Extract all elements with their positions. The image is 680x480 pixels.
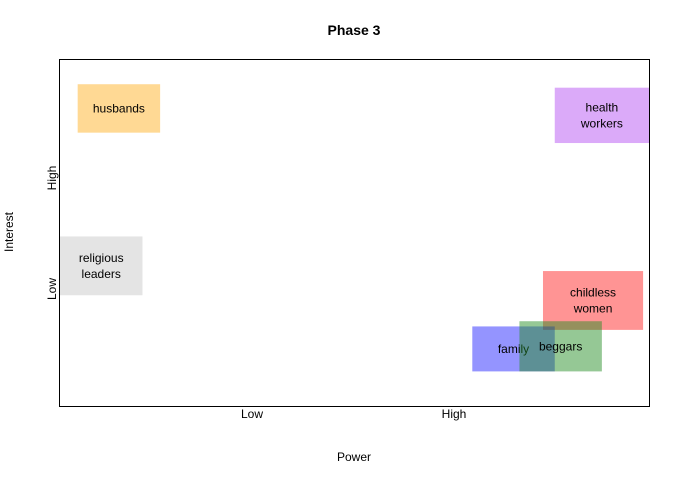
x-axis-label: Power xyxy=(337,450,371,464)
stakeholder-label-beggars-0: beggars xyxy=(539,339,582,353)
stakeholder-box-childless-women xyxy=(542,271,644,330)
x-tick-low: Low xyxy=(241,407,263,421)
stakeholder-box-health-workers xyxy=(554,87,649,144)
stakeholder-boxes: husbands health workers religious leaders chi… xyxy=(60,84,649,372)
stakeholder-label-religious-leaders-0: religious xyxy=(79,251,124,265)
y-axis-label: Interest xyxy=(2,211,16,252)
stakeholder-label-health-workers-1: workers xyxy=(580,116,623,130)
stakeholder-box-husbands xyxy=(77,84,161,133)
stakeholder-label-childless-women-0: childless xyxy=(570,285,616,299)
y-tick-high: High xyxy=(45,166,59,191)
plot-frame xyxy=(59,59,650,407)
stakeholder-label-husbands-0: husbands xyxy=(93,101,145,115)
stakeholder-label-religious-leaders-1: leaders xyxy=(82,267,121,281)
stakeholder-label-health-workers-0: health xyxy=(586,100,619,114)
y-tick-low: Low xyxy=(45,278,59,300)
x-tick-high: High xyxy=(442,407,467,421)
chart-title: Phase 3 xyxy=(328,22,381,38)
stakeholder-box-religious-leaders xyxy=(60,236,143,296)
stakeholder-box-beggars xyxy=(519,321,602,372)
stakeholder-label-family-0: family xyxy=(498,342,529,356)
stakeholder-label-childless-women-1: women xyxy=(573,301,613,315)
stakeholder-box-family xyxy=(472,326,555,372)
